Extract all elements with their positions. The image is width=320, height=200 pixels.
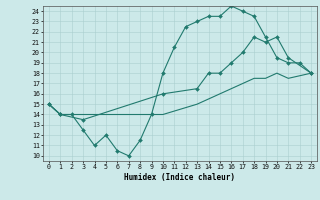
X-axis label: Humidex (Indice chaleur): Humidex (Indice chaleur) bbox=[124, 173, 236, 182]
